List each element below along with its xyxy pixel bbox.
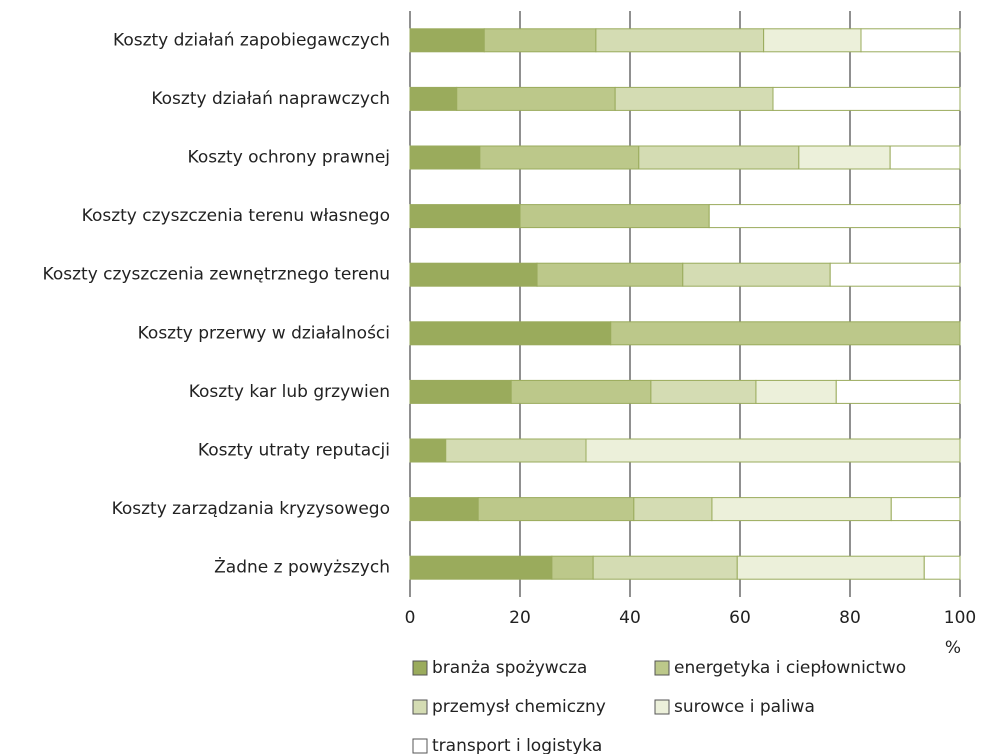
bar-segment xyxy=(923,555,961,580)
legend-swatch xyxy=(412,738,428,754)
x-tick-label: 80 xyxy=(839,608,861,628)
y-tick-label: Koszty zarządzania kryzysowego xyxy=(112,499,390,519)
bar-segment xyxy=(595,28,765,53)
bar-segment xyxy=(860,28,961,53)
bar-segment xyxy=(708,204,961,229)
bar-segment xyxy=(445,438,587,463)
x-tick-label: 60 xyxy=(729,608,751,628)
y-tick-label: Koszty przerwy w działalności xyxy=(138,323,390,343)
bar-segment xyxy=(536,262,684,287)
legend-swatch xyxy=(654,660,670,676)
y-tick-label: Koszty działań naprawczych xyxy=(151,89,390,109)
bar-segment xyxy=(890,497,961,522)
bar-segment xyxy=(682,262,831,287)
bar-segment xyxy=(409,555,553,580)
y-tick-label: Koszty kar lub grzywien xyxy=(189,382,390,402)
bar-segment xyxy=(736,555,925,580)
bar-segment xyxy=(763,28,862,53)
bar-segment xyxy=(409,438,447,463)
bar-segment xyxy=(409,204,521,229)
legend-label: przemysł chemiczny xyxy=(432,697,606,717)
x-tick-label: 40 xyxy=(619,608,641,628)
x-tick-label: 20 xyxy=(509,608,531,628)
bar-segment xyxy=(551,555,594,580)
bar-segment xyxy=(409,28,485,53)
bar-segment xyxy=(638,145,800,170)
bar-segment xyxy=(477,497,635,522)
bar-segment xyxy=(456,86,616,111)
legend-label: branża spożywcza xyxy=(432,658,587,678)
bar-segment xyxy=(409,497,479,522)
y-tick-label: Koszty czyszczenia terenu własnego xyxy=(82,206,390,226)
bar-segment xyxy=(409,262,538,287)
bar-segment xyxy=(592,555,738,580)
bar-segment xyxy=(409,86,458,111)
y-tick-label: Koszty utraty reputacji xyxy=(198,441,390,461)
bar-segment xyxy=(409,321,612,346)
x-axis-label: % xyxy=(945,638,961,658)
legend-label: energetyka i ciepłownictwo xyxy=(674,658,906,678)
bar-segment xyxy=(798,145,891,170)
x-tick-label: 0 xyxy=(405,608,416,628)
bar-segment xyxy=(711,497,892,522)
bar-segment xyxy=(479,145,640,170)
bar-segment xyxy=(889,145,961,170)
y-tick-label: Żadne z powyższych xyxy=(214,557,390,578)
bar-segment xyxy=(829,262,961,287)
bar-segment xyxy=(409,379,512,404)
bar-segment xyxy=(585,438,961,463)
legend-label: transport i logistyka xyxy=(432,736,602,754)
bar-segment xyxy=(519,204,710,229)
bar-segment xyxy=(755,379,837,404)
bar-segment xyxy=(650,379,757,404)
legend-label: surowce i paliwa xyxy=(674,697,815,717)
y-tick-label: Koszty działań zapobiegawczych xyxy=(113,30,390,50)
bar-segment xyxy=(483,28,597,53)
bar-segment xyxy=(610,321,961,346)
y-tick-label: Koszty czyszczenia zewnętrznego terenu xyxy=(43,265,390,285)
legend-swatch xyxy=(412,660,428,676)
legend-swatch xyxy=(654,699,670,715)
y-tick-label: Koszty ochrony prawnej xyxy=(188,148,390,168)
bar-segment xyxy=(409,145,481,170)
bar-segment xyxy=(633,497,713,522)
x-tick-label: 100 xyxy=(944,608,976,628)
bar-segment xyxy=(772,86,961,111)
bar-segment xyxy=(835,379,961,404)
bar-segment xyxy=(614,86,774,111)
bar-segment xyxy=(510,379,652,404)
legend-swatch xyxy=(412,699,428,715)
